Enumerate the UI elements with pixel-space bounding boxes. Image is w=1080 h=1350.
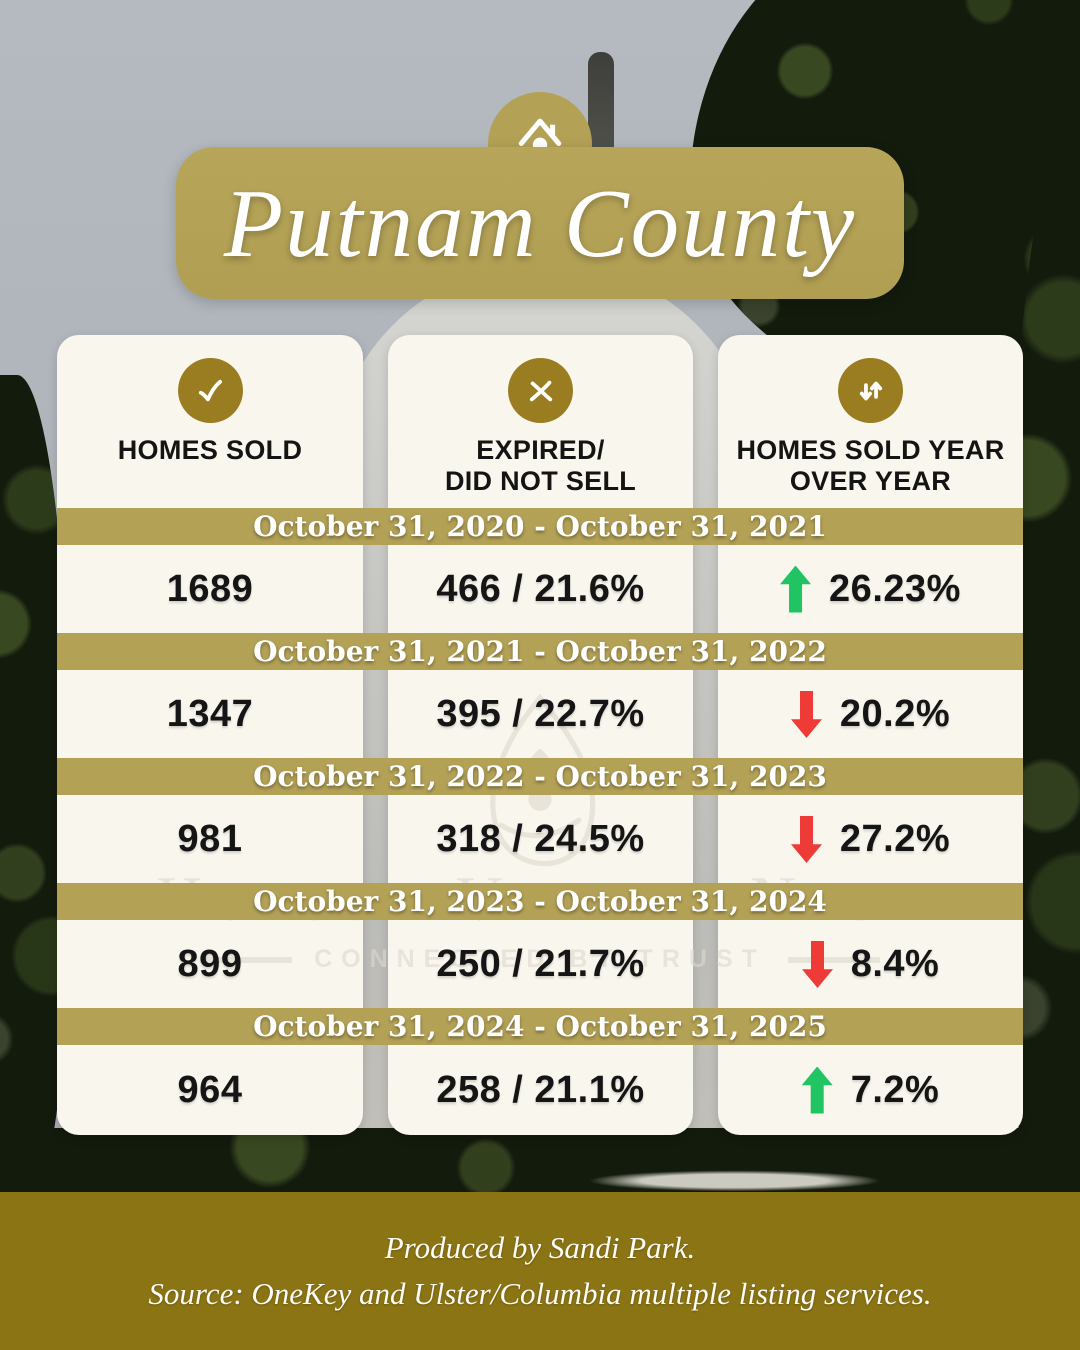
period-label: October 31, 2020 - October 31, 2021 <box>253 510 827 543</box>
column-label: HOMES SOLD <box>117 435 303 465</box>
column-header-homes-sold: HOMES SOLD <box>57 335 363 508</box>
homes-sold-value: 1347 <box>166 692 254 735</box>
column-card-homes-sold <box>57 335 363 1135</box>
period-band: October 31, 2022 - October 31, 2023 <box>57 758 1023 795</box>
table-row: 899 250 / 21.7% 8.4% <box>57 920 1023 1008</box>
footer-produced-by: Produced by Sandi Park. <box>384 1230 696 1265</box>
period-label: October 31, 2023 - October 31, 2024 <box>253 885 827 918</box>
yoy-value: 27.2% <box>839 817 951 860</box>
trend-arrow-icon <box>791 816 822 863</box>
footer-source: Source: OneKey and Ulster/Columbia multi… <box>148 1276 932 1311</box>
period-label: October 31, 2021 - October 31, 2022 <box>253 635 827 668</box>
expired-value: 250 / 21.7% <box>436 942 645 985</box>
homes-sold-value: 981 <box>177 817 243 860</box>
table-row: 1689 466 / 21.6% 26.23% <box>57 545 1023 633</box>
background-tree-bottom <box>0 1128 1080 1194</box>
x-icon <box>508 358 573 423</box>
check-icon <box>177 358 243 423</box>
homes-sold-value: 1689 <box>166 567 254 610</box>
period-band: October 31, 2024 - October 31, 2025 <box>57 1008 1023 1045</box>
table-row: 981 318 / 24.5% 27.2% <box>57 795 1023 883</box>
trend-arrow-icon <box>802 941 833 988</box>
trend-arrow-icon <box>780 565 812 613</box>
trend-arrow-icon <box>791 691 822 738</box>
table-row: 964 258 / 21.1% 7.2% <box>57 1045 1023 1135</box>
homes-sold-value: 899 <box>177 942 243 985</box>
yoy-value: 20.2% <box>839 692 951 735</box>
period-label: October 31, 2022 - October 31, 2023 <box>253 760 827 793</box>
expired-value: 466 / 21.6% <box>436 567 645 610</box>
yoy-value: 26.23% <box>829 567 961 610</box>
expired-value: 258 / 21.1% <box>436 1068 645 1111</box>
trend-arrow-icon <box>801 1066 833 1114</box>
period-band: October 31, 2021 - October 31, 2022 <box>57 633 1023 670</box>
footer: Produced by Sandi Park. Source: OneKey a… <box>0 1192 1080 1350</box>
expired-value: 318 / 24.5% <box>436 817 645 860</box>
period-band: October 31, 2023 - October 31, 2024 <box>57 883 1023 920</box>
period-band: October 31, 2020 - October 31, 2021 <box>57 508 1023 545</box>
column-header-expired: EXPIRED/ DID NOT SELL <box>388 335 693 508</box>
up-down-arrows-icon <box>838 358 903 423</box>
title-banner: Putnam County <box>176 147 904 299</box>
yoy-value: 8.4% <box>850 942 940 985</box>
column-header-yoy: HOMES SOLD YEAR OVER YEAR <box>718 335 1023 508</box>
page-title: Putnam County <box>223 169 857 277</box>
expired-value: 395 / 22.7% <box>436 692 645 735</box>
yoy-value: 7.2% <box>850 1068 940 1111</box>
table-row: 1347 395 / 22.7% 20.2% <box>57 670 1023 758</box>
column-card-yoy <box>718 335 1023 1135</box>
homes-sold-value: 964 <box>177 1068 243 1111</box>
column-label: EXPIRED/ DID NOT SELL <box>444 435 637 497</box>
column-label: HOMES SOLD YEAR OVER YEAR <box>736 435 1005 497</box>
period-label: October 31, 2024 - October 31, 2025 <box>253 1010 827 1043</box>
